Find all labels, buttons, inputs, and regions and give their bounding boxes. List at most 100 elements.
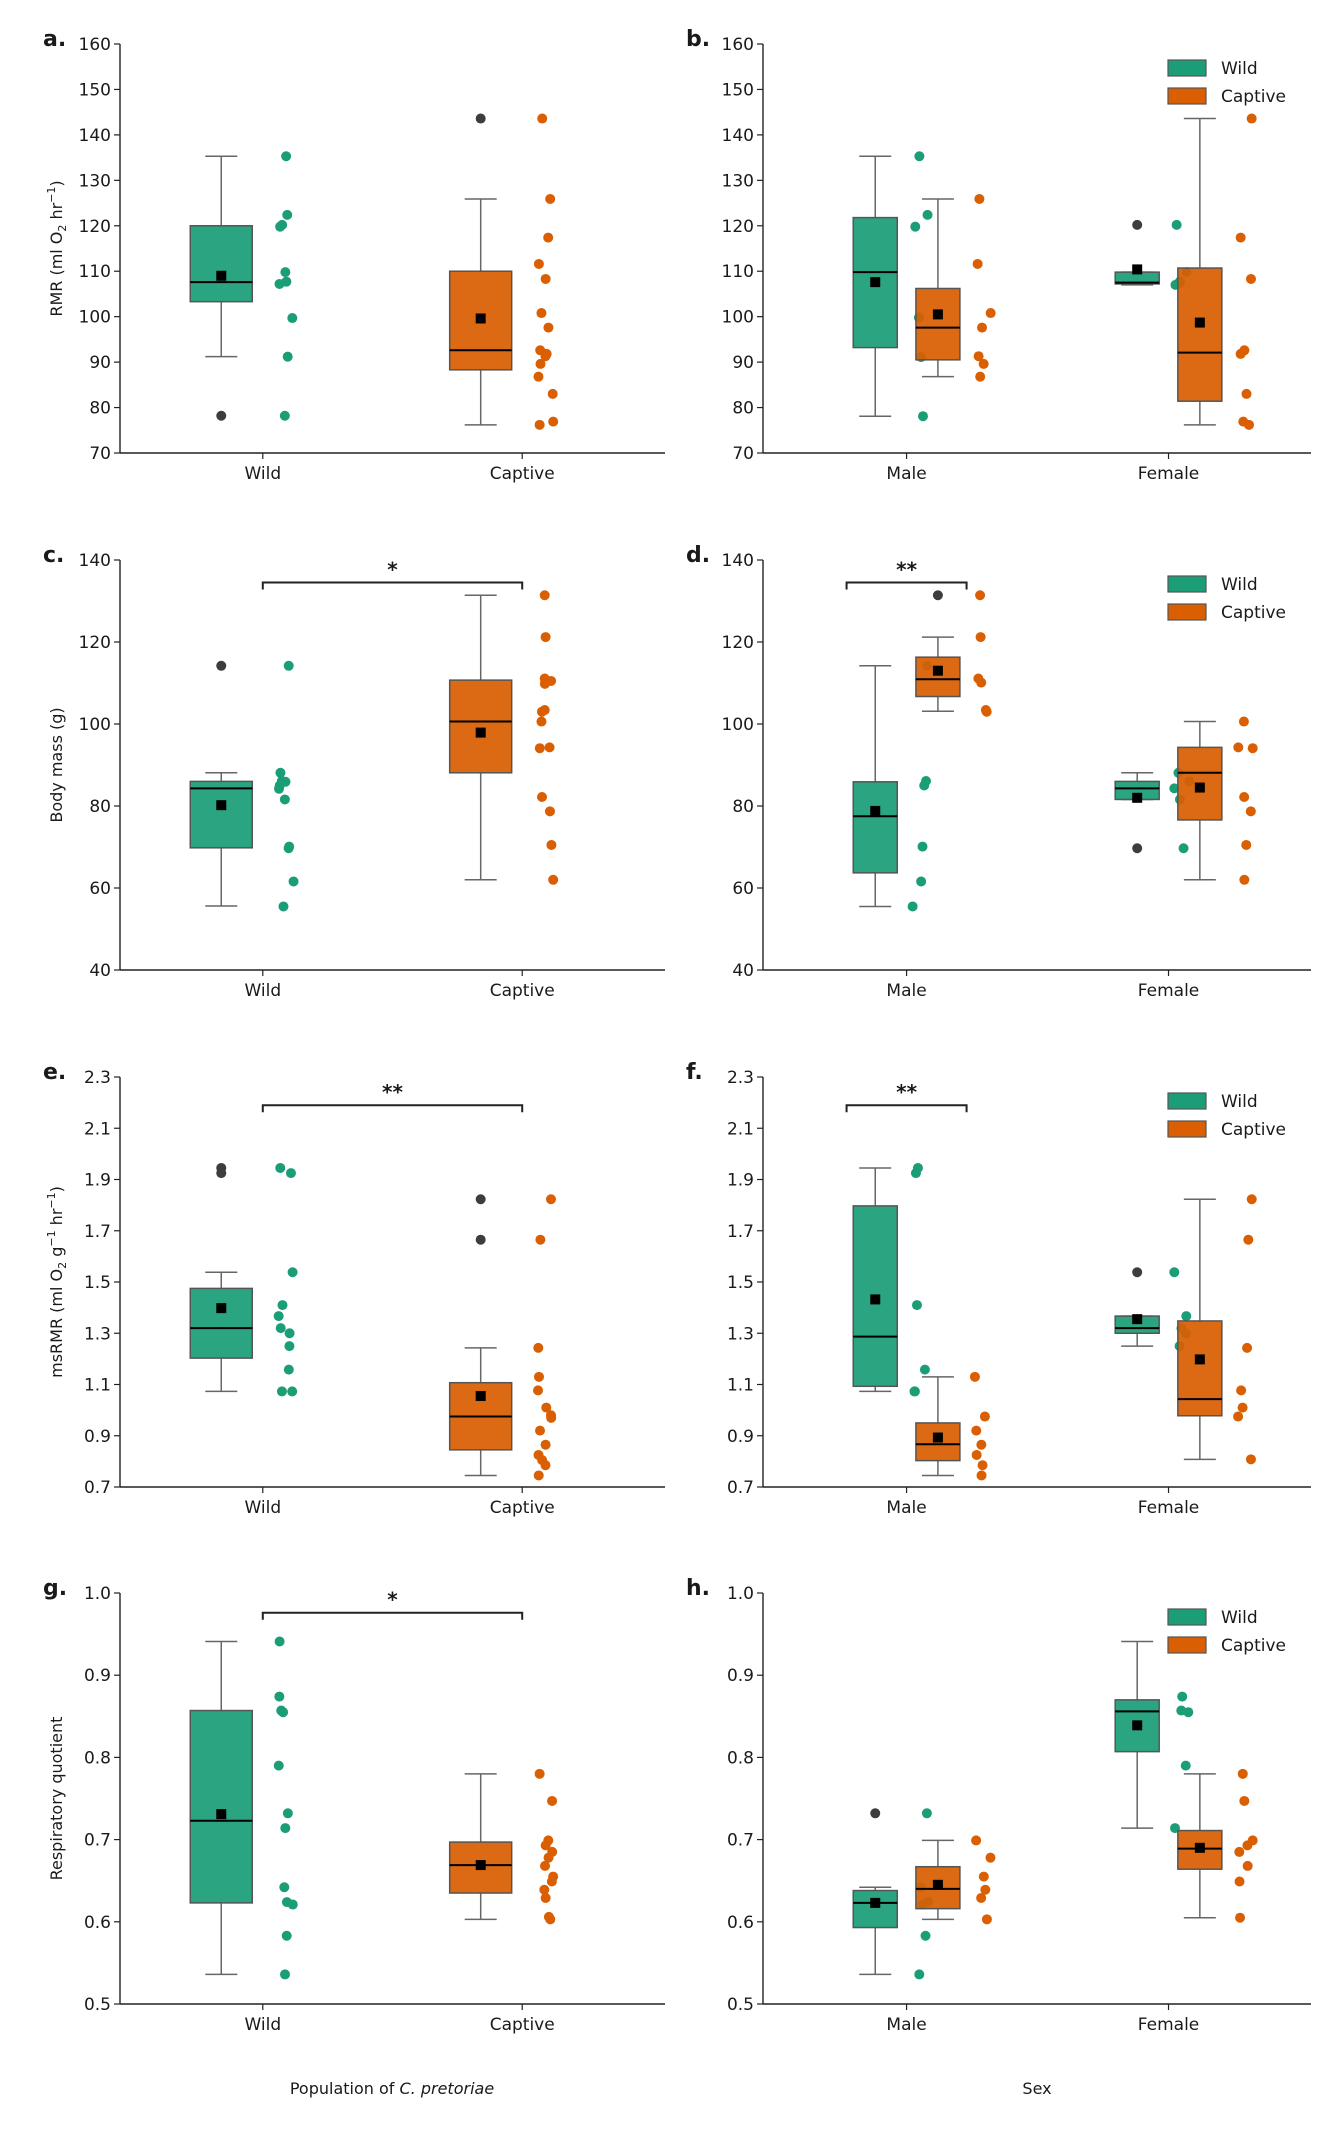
- data-point: [539, 678, 550, 689]
- panel-letter: e.: [43, 1060, 66, 1085]
- y-tick-label: 140: [722, 551, 754, 571]
- y-tick-label: 70: [732, 444, 754, 464]
- data-point: [533, 371, 544, 382]
- box-group-captive-captive: [448, 1768, 559, 1925]
- mean-marker: [870, 277, 881, 288]
- data-point: [1245, 1454, 1256, 1465]
- box-group-male-captive: [915, 1371, 990, 1481]
- box-iqr: [915, 287, 961, 361]
- panel-letter: h.: [686, 1576, 710, 1601]
- mean-marker: [475, 1391, 486, 1402]
- x-tick-label: Wild: [244, 464, 281, 484]
- mean-marker: [1132, 792, 1143, 803]
- panel-letter: b.: [686, 27, 710, 52]
- panel-c: c. 40 60 80 100 120 140 Wild Captive Body mass (g…: [43, 543, 665, 1001]
- x-axis-title-population: Population of C. pretoriae: [290, 2079, 494, 2098]
- y-tick-label: 0.9: [727, 1666, 754, 1686]
- box-group-female-captive: [1177, 113, 1257, 430]
- data-point: [273, 1311, 284, 1322]
- panel-d: d. 40 60 80 100 120 140 Male Female ** Wild Captive: [686, 543, 1311, 1001]
- data-point: [540, 1892, 551, 1903]
- data-point: [540, 1439, 551, 1450]
- box-group-female-captive: [1177, 1194, 1257, 1465]
- data-point: [537, 791, 548, 802]
- data-point: [1235, 232, 1246, 243]
- data-point: [971, 1425, 982, 1436]
- y-tick-label: 100: [722, 715, 754, 735]
- data-point: [282, 209, 293, 220]
- panel-a: a. 70 80 90 100 110 120 130 140 150 160 Wild Captive…: [43, 27, 665, 484]
- panel-e: e. 0.7 0.9 1.1 1.3 1.5 1.7 1.9 2.1 2.3 Wild Captive…: [43, 1060, 665, 1518]
- mean-marker: [870, 1897, 881, 1908]
- data-point: [1177, 1691, 1188, 1702]
- data-point: [1236, 1385, 1247, 1396]
- y-tick-label: 130: [722, 171, 754, 191]
- data-point: [1247, 743, 1258, 754]
- outlier-point: [216, 1168, 227, 1179]
- data-point: [920, 1930, 931, 1941]
- significance-label: **: [382, 1080, 403, 1104]
- y-tick-label: 1.0: [84, 1584, 111, 1604]
- data-point: [916, 876, 927, 887]
- data-point: [1241, 839, 1252, 850]
- data-point: [1246, 1194, 1257, 1205]
- x-tick-label: Wild: [244, 981, 281, 1001]
- y-tick-label: 1.9: [84, 1171, 111, 1191]
- data-point: [981, 1914, 992, 1925]
- y-tick-label: 150: [722, 80, 754, 100]
- data-point: [975, 632, 986, 643]
- y-tick-label: 0.9: [84, 1666, 111, 1686]
- mean-marker: [216, 1303, 227, 1314]
- data-point: [1169, 1267, 1180, 1278]
- data-point: [546, 1876, 557, 1887]
- data-point: [1243, 419, 1254, 430]
- data-point: [544, 806, 555, 817]
- legend-label-wild: Wild: [1221, 1608, 1258, 1628]
- data-point: [1242, 1860, 1253, 1871]
- data-point: [976, 1892, 987, 1903]
- data-point: [977, 1460, 988, 1471]
- y-tick-label: 100: [722, 308, 754, 328]
- y-axis-title-part: hr: [47, 1208, 66, 1230]
- box-group-male-captive: [915, 1835, 996, 1925]
- data-point: [977, 322, 988, 333]
- y-tick-label: 1.5: [84, 1273, 111, 1293]
- mean-marker: [932, 1432, 943, 1443]
- data-point: [287, 1267, 298, 1278]
- y-tick-label: 100: [79, 308, 111, 328]
- y-tick-label: 2.3: [84, 1068, 111, 1088]
- panels: a. 70 80 90 100 110 120 130 140 150 160 Wild Captive…: [43, 27, 1311, 2035]
- data-point: [1239, 791, 1250, 802]
- data-point: [1234, 1846, 1245, 1857]
- x-axis-title-sex: Sex: [1022, 2079, 1051, 2098]
- data-point: [971, 1449, 982, 1460]
- y-tick-label: 80: [89, 797, 111, 817]
- y-tick-label: 70: [89, 444, 111, 464]
- data-point: [275, 1323, 286, 1334]
- significance-bracket: [261, 1104, 524, 1113]
- data-point: [1239, 1795, 1250, 1806]
- data-point: [287, 313, 298, 324]
- data-point: [285, 1168, 296, 1179]
- legend-swatch-wild: [1167, 59, 1207, 77]
- data-point: [280, 1969, 291, 1980]
- legend-swatch-wild: [1167, 1092, 1207, 1110]
- x-tick-label: Male: [886, 981, 926, 1001]
- y-tick-label: 140: [79, 551, 111, 571]
- y-axis-title: Body mass (g): [47, 707, 66, 822]
- data-point: [536, 716, 547, 727]
- data-point: [1245, 273, 1256, 284]
- data-point: [1239, 874, 1250, 885]
- data-point: [985, 1852, 996, 1863]
- data-point: [914, 151, 925, 162]
- y-tick-label: 140: [722, 126, 754, 146]
- mean-marker: [870, 805, 881, 816]
- box-iqr: [1177, 1320, 1223, 1417]
- y-tick-label: 2.1: [84, 1119, 111, 1139]
- box-group-wild-wild: [189, 151, 298, 421]
- data-point: [280, 1823, 291, 1834]
- data-point: [543, 232, 554, 243]
- data-point: [535, 1425, 546, 1436]
- data-point: [1242, 1342, 1253, 1353]
- x-tick-label: Wild: [244, 1498, 281, 1518]
